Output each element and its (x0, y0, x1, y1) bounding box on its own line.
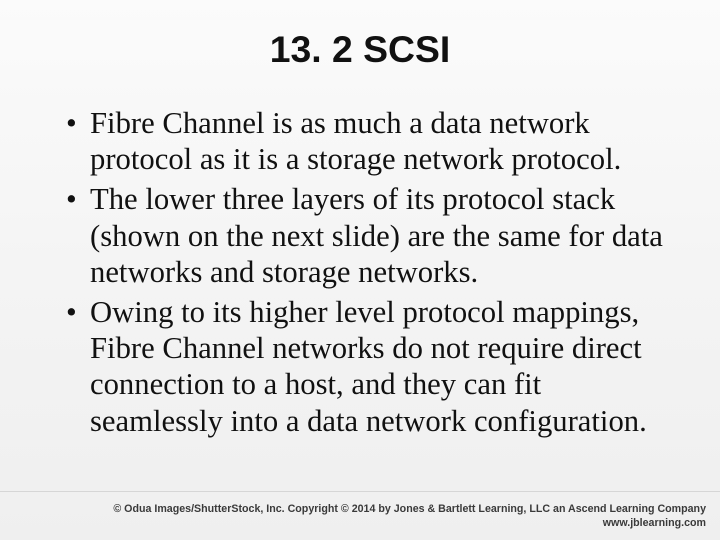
slide-title: 13. 2 SCSI (48, 28, 672, 71)
copyright-text: © Odua Images/ShutterStock, Inc. Copyrig… (113, 503, 706, 515)
footer: © Odua Images/ShutterStock, Inc. Copyrig… (113, 503, 706, 530)
slide: 13. 2 SCSI Fibre Channel is as much a da… (0, 0, 720, 540)
list-item: Owing to its higher level protocol mappi… (66, 294, 672, 439)
list-item: Fibre Channel is as much a data network … (66, 105, 672, 177)
footer-divider (0, 491, 720, 492)
list-item: The lower three layers of its protocol s… (66, 181, 672, 290)
bullet-list: Fibre Channel is as much a data network … (66, 105, 672, 439)
footer-url: www.jblearning.com (113, 517, 706, 530)
